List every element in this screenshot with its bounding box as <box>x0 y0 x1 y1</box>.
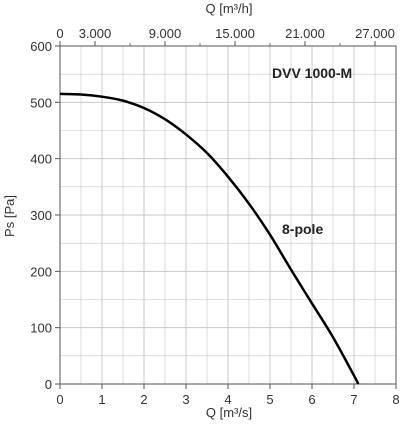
y-tick-label: 100 <box>30 321 52 336</box>
top-tick-label: 0 <box>56 26 63 41</box>
top-tick-label: 3.000 <box>79 26 112 41</box>
x-axis-title: Q [m³/s] <box>206 405 252 420</box>
fan-curve <box>59 92 360 385</box>
x-tick-label: 4 <box>224 392 231 407</box>
grid <box>59 45 397 385</box>
y-tick-label: 300 <box>30 208 52 223</box>
top-axis-title: Q [m³/h] <box>206 1 253 16</box>
top-tick-label: 9.000 <box>149 26 182 41</box>
x-tick-label: 1 <box>98 392 105 407</box>
top-tick-label: 15.000 <box>215 26 255 41</box>
x-tick-label: 8 <box>392 392 399 407</box>
x-tick-label: 7 <box>350 392 357 407</box>
x-tick-label: 0 <box>56 392 63 407</box>
x-tick-label: 6 <box>308 392 315 407</box>
y-tick-label: 0 <box>45 377 52 392</box>
top-tick-label: 21.000 <box>285 26 325 41</box>
y-tick-label: 500 <box>30 95 52 110</box>
x-tick-label: 2 <box>140 392 147 407</box>
y-tick-label: 400 <box>30 152 52 167</box>
top-x-axis: 0 3.000 9.000 15.000 21.000 27.000 <box>56 26 395 46</box>
curve-label: 8-pole <box>282 221 323 237</box>
model-label: DVV 1000-M <box>272 65 352 81</box>
x-tick-label: 5 <box>266 392 273 407</box>
x-tick-label: 3 <box>182 392 189 407</box>
y-tick-label: 600 <box>30 39 52 54</box>
top-tick-label: 27.000 <box>355 26 395 41</box>
x-axis: 0 1 2 3 4 5 6 7 8 <box>56 384 400 407</box>
y-tick-label: 200 <box>30 264 52 279</box>
y-axis-title: Ps [Pa] <box>2 195 17 237</box>
y-axis: 0 100 200 300 400 500 600 <box>30 39 60 392</box>
